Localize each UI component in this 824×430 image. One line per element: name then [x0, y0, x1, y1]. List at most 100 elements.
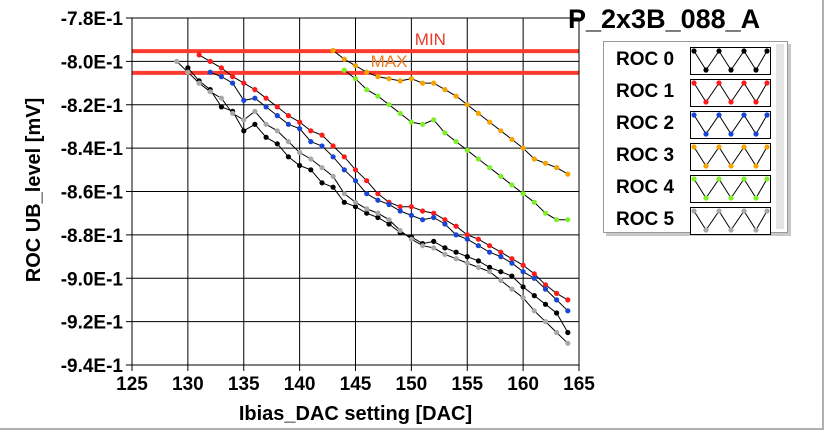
data-point-roc-2 [475, 243, 481, 249]
data-point-roc-4 [531, 199, 537, 205]
data-point-roc-5 [285, 139, 291, 145]
legend-label: ROC 4 [616, 177, 675, 198]
legend-swatch-marker [728, 163, 734, 169]
x-tick-label: 135 [228, 374, 260, 395]
plot-frame [131, 17, 580, 366]
legend-item[interactable]: ROC 4 [604, 174, 787, 203]
data-point-roc-3 [352, 63, 359, 69]
data-point-roc-4 [554, 217, 560, 223]
legend-swatch-marker [691, 48, 697, 54]
data-point-roc-1 [241, 80, 247, 86]
data-point-roc-2 [509, 260, 515, 266]
data-point-roc-3 [509, 136, 515, 142]
data-point-roc-5 [554, 329, 560, 336]
data-point-roc-1 [352, 167, 359, 173]
data-point-roc-3 [431, 80, 437, 86]
data-point-roc-5 [319, 165, 325, 171]
data-point-roc-2 [207, 69, 213, 75]
data-point-roc-2 [487, 249, 493, 255]
data-point-roc-2 [263, 104, 269, 110]
legend-panel[interactable]: ROC 0 ROC 1 ROC 2 ROC 3 ROC 4 ROC 5 [603, 41, 788, 235]
data-point-roc-4 [341, 67, 347, 73]
data-point-roc-4 [464, 147, 470, 153]
legend-swatch-marker [691, 112, 697, 118]
data-point-roc-5 [297, 149, 303, 156]
legend-item[interactable]: ROC 2 [604, 110, 787, 139]
legend-item[interactable]: ROC 3 [604, 142, 787, 171]
legend-swatch-marker [741, 48, 747, 54]
legend-swatch-marker [753, 195, 759, 201]
data-point-roc-2 [274, 113, 280, 119]
y-tick-label: -9.0E-1 [61, 269, 124, 290]
y-tick-label: -9.2E-1 [61, 313, 124, 334]
legend-item[interactable]: ROC 1 [604, 78, 787, 107]
data-point-roc-2 [285, 121, 291, 127]
data-point-roc-1 [274, 104, 280, 110]
data-point-roc-1 [464, 232, 470, 238]
legend-label: ROC 3 [616, 145, 675, 166]
legend-swatch-marker [728, 99, 734, 105]
data-point-roc-4 [364, 87, 370, 93]
data-point-roc-1 [319, 132, 325, 138]
data-point-roc-1 [565, 297, 571, 303]
legend-swatch-marker [703, 67, 709, 73]
data-point-roc-2 [230, 80, 236, 86]
legend-swatch-marker [691, 176, 697, 182]
data-point-roc-1 [297, 119, 303, 125]
data-point-roc-5 [185, 69, 191, 75]
legend-label: ROC 2 [616, 113, 675, 134]
data-point-roc-4 [487, 165, 493, 171]
data-point-roc-1 [431, 210, 437, 216]
legend-swatch-graphic [691, 80, 770, 105]
data-point-roc-0 [285, 154, 291, 160]
x-tick-label: 165 [563, 374, 595, 395]
legend-swatch-line [693, 50, 768, 71]
data-point-roc-0 [565, 329, 571, 336]
legend-swatch-marker [716, 144, 722, 150]
data-point-roc-1 [554, 290, 560, 296]
x-tick-label: 145 [340, 374, 372, 395]
data-point-roc-1 [263, 95, 269, 101]
data-point-roc-3 [520, 145, 526, 151]
data-point-roc-0 [520, 284, 526, 290]
data-point-roc-4 [442, 130, 448, 136]
legend-swatch-marker [716, 176, 722, 182]
data-point-roc-0 [364, 210, 370, 216]
data-point-roc-1 [252, 87, 258, 93]
legend-swatch-graphic [691, 48, 770, 73]
data-point-roc-4 [565, 217, 571, 223]
data-point-roc-3 [542, 160, 549, 166]
x-tick-label: 150 [396, 374, 428, 395]
legend-swatch-marker [741, 176, 747, 182]
legend-scrollbar[interactable] [776, 44, 784, 229]
data-point-roc-2 [308, 139, 314, 145]
legend-item[interactable]: ROC 0 [604, 46, 787, 75]
data-point-roc-5 [442, 251, 448, 257]
legend-swatch-marker [728, 131, 734, 137]
legend-swatch-graphic [691, 208, 770, 233]
data-point-roc-5 [542, 319, 549, 325]
legend-swatch-marker [703, 163, 709, 169]
chart-title: P_2x3B_088_A [568, 4, 761, 34]
data-point-roc-2 [408, 212, 414, 218]
data-point-roc-2 [241, 97, 247, 103]
legend-swatch [690, 111, 771, 139]
data-point-roc-0 [464, 254, 470, 260]
data-point-roc-5 [420, 243, 426, 249]
data-point-roc-5 [241, 117, 247, 123]
legend-swatch-graphic [691, 176, 770, 201]
data-point-roc-2 [542, 286, 549, 292]
data-point-roc-1 [420, 208, 426, 214]
data-point-roc-5 [375, 210, 381, 216]
x-axis-label: Ibias_DAC setting [DAC] [239, 403, 472, 425]
data-point-roc-5 [487, 269, 493, 275]
legend-swatch-marker [741, 144, 747, 150]
data-point-roc-5 [207, 89, 213, 95]
legend-swatch-line [693, 114, 768, 135]
legend-swatch-marker [764, 112, 770, 118]
data-point-roc-2 [453, 232, 459, 238]
legend-swatch-marker [691, 80, 697, 86]
y-tick-label: -9.4E-1 [61, 356, 124, 377]
legend-swatch [690, 47, 771, 75]
legend-item[interactable]: ROC 5 [604, 206, 787, 235]
